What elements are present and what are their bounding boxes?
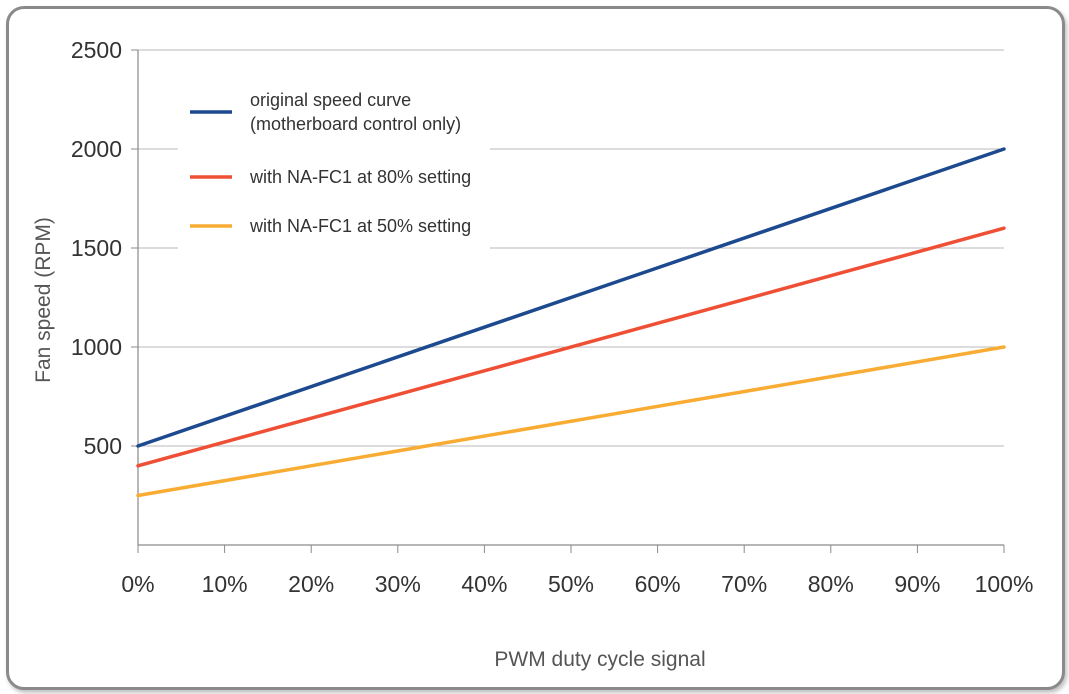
legend: original speed curve (motherboard control… [190,90,471,236]
x-tick-label: 0% [121,571,154,597]
series-line-1 [136,147,1006,448]
x-tick-label: 80% [808,571,854,597]
x-tick-label: 70% [721,571,767,597]
y-tick-label: 500 [84,433,122,459]
x-tick-label: 60% [635,571,681,597]
series-line-3 [136,345,1006,498]
legend-label-3: with NA-FC1 at 50% setting [249,216,471,236]
y-tick-label: 1500 [71,235,122,261]
x-tick-label: 30% [375,571,421,597]
x-tick-label: 90% [894,571,940,597]
x-tick-labels: 0% 10% 20% 30% 40% 50% 60% 70% 80% 90% 100% [121,571,1033,597]
series-line-2 [136,226,1006,468]
legend-label-1: original speed curve (motherboard control… [250,90,461,134]
y-tick-label: 2500 [71,37,122,63]
x-tick-label: 100% [975,571,1034,597]
x-tick-label: 10% [202,571,248,597]
legend-box [178,80,490,250]
axes [131,49,1005,553]
y-axis-title: Fan speed (RPM) [32,217,55,383]
legend-label-2: with NA-FC1 at 80% setting [249,167,471,187]
legend-background [178,80,490,250]
x-axis-title: PWM duty cycle signal [494,648,705,671]
y-tick-labels: 500 1000 1500 2000 2500 [71,37,122,459]
y-tick-label: 1000 [71,334,122,360]
x-tick-label: 50% [548,571,594,597]
y-tick-label: 2000 [71,136,122,162]
series-lines [136,147,1006,498]
x-tick-label: 20% [288,571,334,597]
x-tick-label: 40% [461,571,507,597]
